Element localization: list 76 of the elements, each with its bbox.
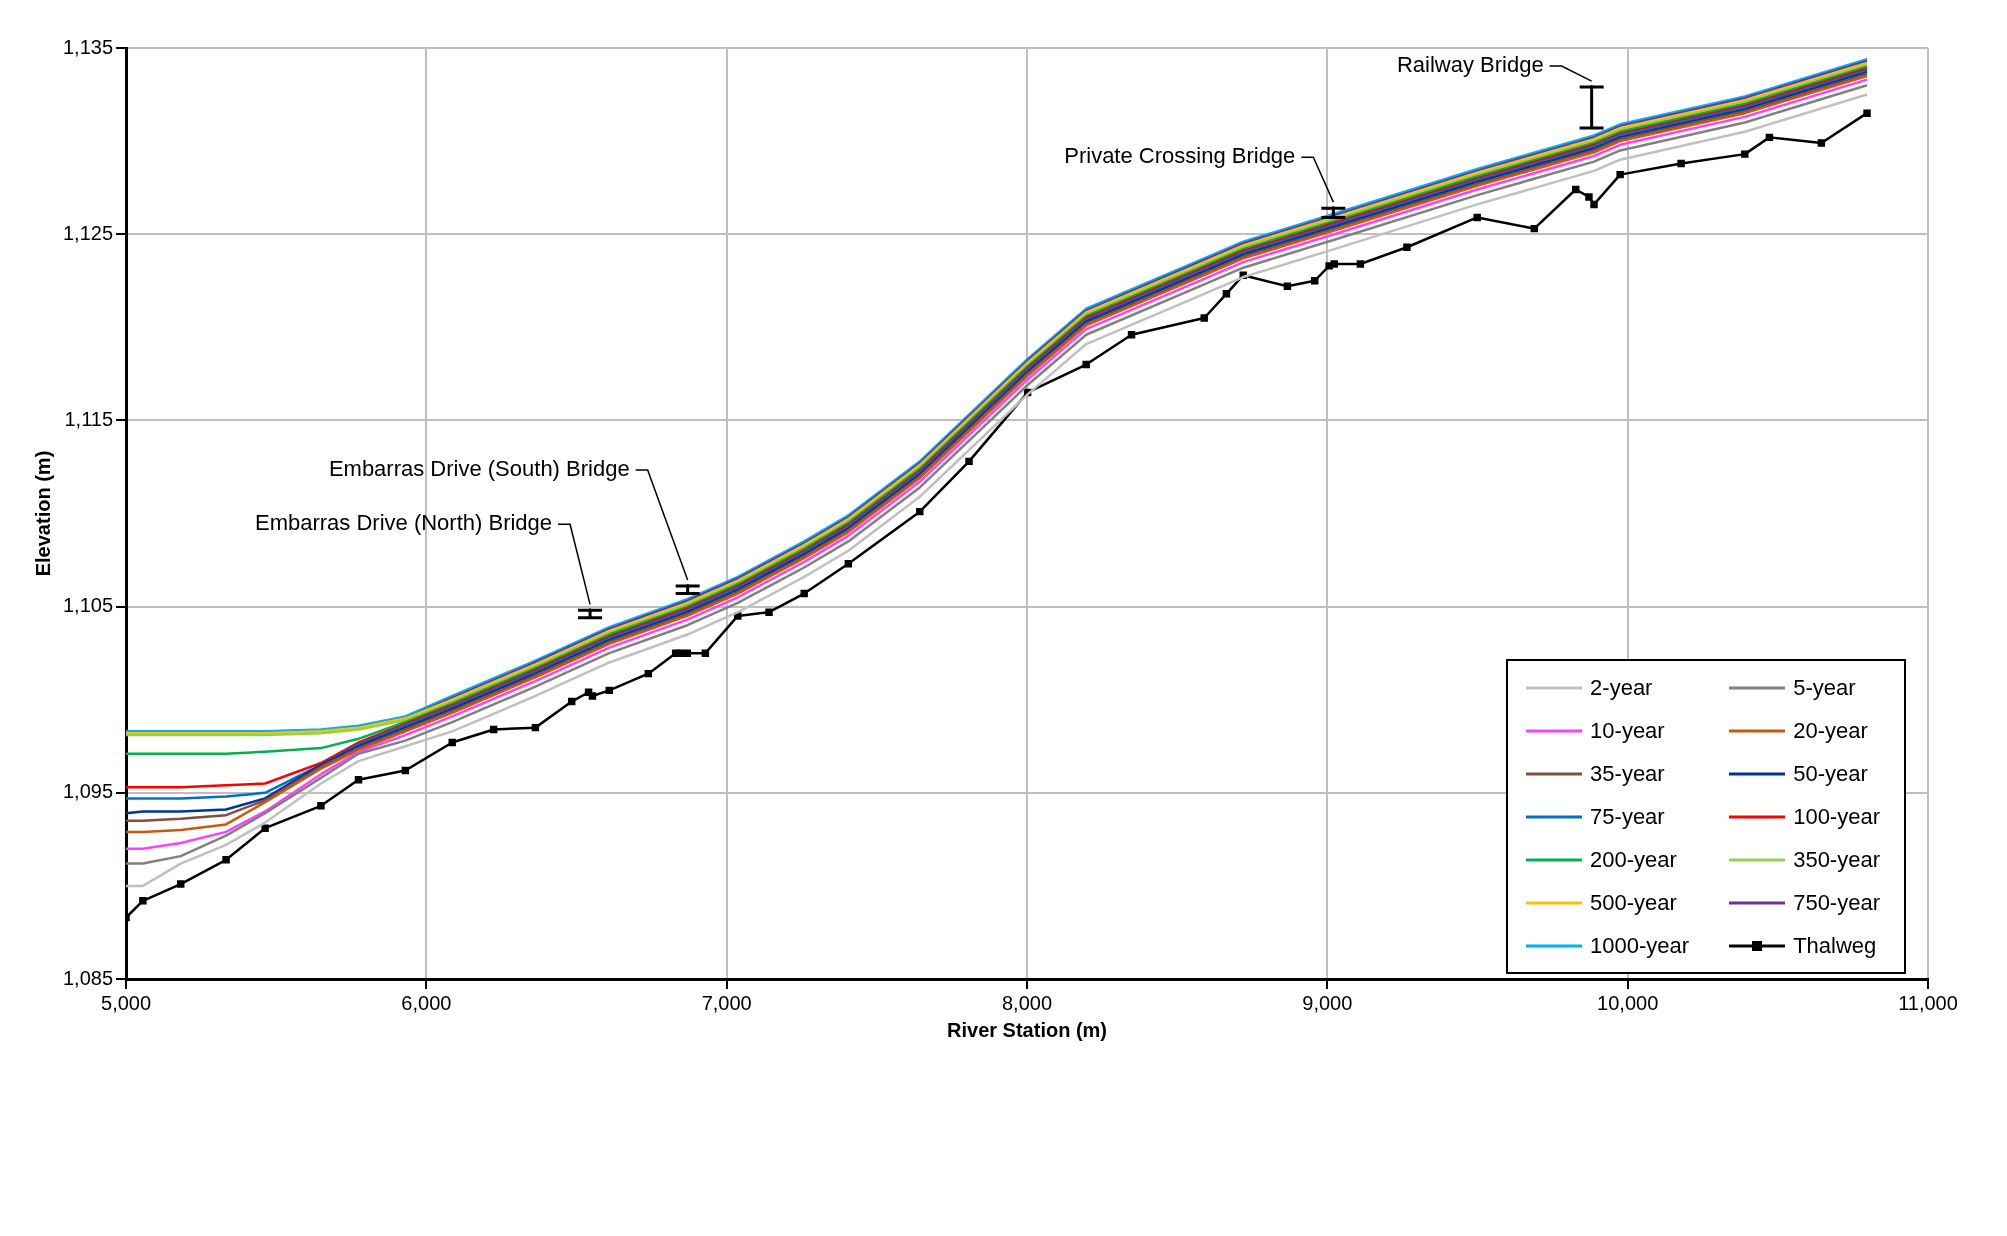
x-axis-title: River Station (m) (947, 1018, 1108, 1041)
point (1356, 260, 1365, 268)
annotation: Embarras Drive (North) Bridge (254, 510, 553, 536)
legend-label: 750-year (1793, 889, 1880, 916)
legend-label: 20-year (1793, 717, 1868, 744)
legend-label: 35-year (1590, 760, 1665, 787)
legend-label: 75-year (1590, 803, 1665, 830)
x-tick-label: 7,000 (701, 991, 752, 1014)
point (1311, 277, 1319, 285)
y-tick-label: 1,085 (62, 966, 114, 989)
legend-label: 200-year (1590, 846, 1677, 873)
point (1765, 133, 1774, 142)
legend-label: 50-year (1793, 760, 1868, 787)
point (317, 802, 325, 810)
point (448, 738, 456, 747)
y-axis-title: Elevation (m) (31, 450, 54, 577)
point (354, 776, 363, 784)
x-tick-label: 9,000 (1302, 991, 1353, 1014)
point (1677, 159, 1685, 168)
legend-label: 350-year (1793, 846, 1880, 873)
point (531, 723, 540, 732)
y-tick-label: 1,125 (62, 221, 114, 244)
point (401, 766, 410, 775)
x-tick-label: 5,000 (101, 991, 152, 1014)
point (844, 560, 853, 568)
point (1127, 331, 1136, 339)
legend-label: Thalweg (1793, 932, 1877, 959)
point (139, 897, 147, 905)
x-tick-label: 8,000 (1001, 991, 1053, 1014)
point (1325, 262, 1333, 270)
annotation: Railway Bridge (1396, 52, 1544, 78)
point (1741, 150, 1749, 158)
point (588, 692, 597, 700)
point (1616, 170, 1624, 179)
point (222, 856, 230, 864)
y-tick-label: 1,095 (62, 780, 114, 803)
legend-label: 2-year (1590, 674, 1653, 701)
point (765, 608, 773, 616)
point (1585, 193, 1593, 201)
x-tick-label: 6,000 (401, 991, 452, 1014)
y-tick-label: 1,135 (62, 35, 114, 58)
legend-label: 500-year (1590, 889, 1677, 916)
point (1817, 139, 1826, 147)
point (1283, 282, 1292, 291)
point (261, 824, 269, 832)
x-tick-label: 11,000 (1898, 991, 1958, 1014)
legend-label: 10-year (1590, 717, 1665, 744)
y-tick-label: 1,105 (62, 594, 114, 617)
point (1222, 290, 1231, 298)
legend-label: 1000-year (1590, 932, 1690, 959)
point (1200, 314, 1208, 322)
y-tick-label: 1,115 (64, 407, 114, 430)
point (605, 686, 613, 695)
legend-label: 100-year (1793, 803, 1880, 830)
x-tick-label: 10,000 (1597, 991, 1659, 1014)
point (916, 507, 924, 516)
point (800, 589, 808, 598)
point (644, 669, 653, 678)
point (1530, 224, 1538, 233)
legend-label: 5-year (1793, 674, 1856, 701)
point (176, 880, 185, 888)
point (677, 649, 685, 657)
point (568, 697, 576, 706)
annotation: Embarras Drive (South) Bridge (328, 456, 630, 482)
point (701, 649, 710, 657)
point (489, 725, 498, 734)
point (1082, 360, 1090, 369)
point (1590, 200, 1598, 209)
point (1473, 213, 1481, 222)
point (965, 457, 973, 466)
point (1403, 243, 1411, 251)
annotation: Private Crossing Bridge (1064, 143, 1296, 169)
point (1863, 109, 1871, 117)
point (1330, 260, 1338, 268)
point (1571, 185, 1580, 194)
point (683, 649, 692, 657)
